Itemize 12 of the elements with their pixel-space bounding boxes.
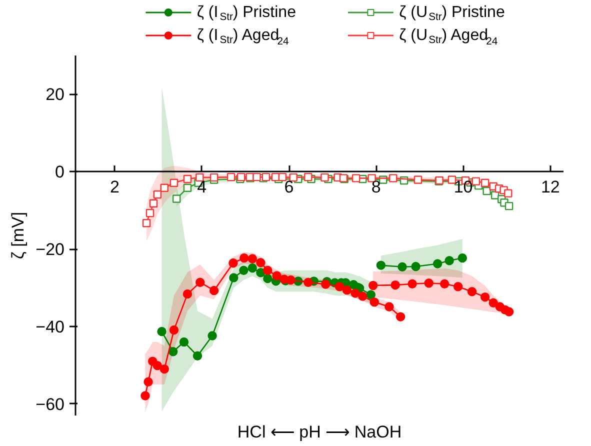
x-axis-title: HCl ⟵ pH ⟶ NaOH (237, 422, 402, 442)
y-tick-label: −60 (36, 394, 65, 414)
x-tick-label: 8 (371, 178, 381, 197)
y-tick-label: −20 (36, 240, 65, 260)
x-tick-label: 2 (110, 178, 120, 197)
y-tick-label: 20 (46, 85, 65, 104)
y-tick-label: 0 (55, 162, 65, 182)
y-tick-label: −40 (36, 317, 65, 336)
x-tick-label: 12 (540, 178, 560, 197)
y-axis-title: ζ [mV] (8, 212, 28, 260)
x-tick-label: 6 (284, 178, 294, 197)
x-tick-label: 4 (197, 178, 207, 197)
